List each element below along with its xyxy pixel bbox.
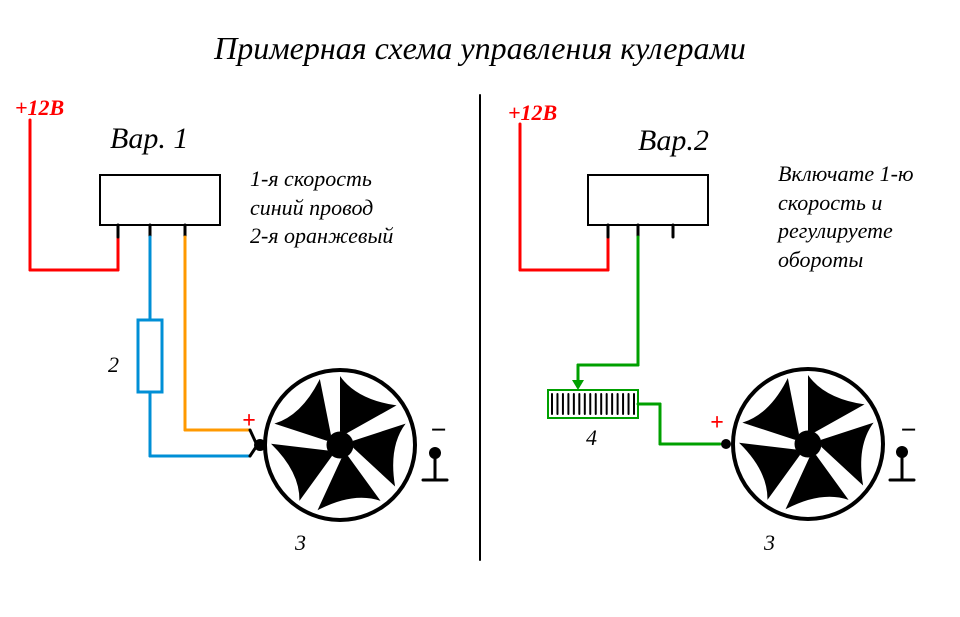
diagram-canvas: Примерная схема управления кулерами +12В… xyxy=(0,0,960,617)
schematic-svg xyxy=(0,0,960,617)
